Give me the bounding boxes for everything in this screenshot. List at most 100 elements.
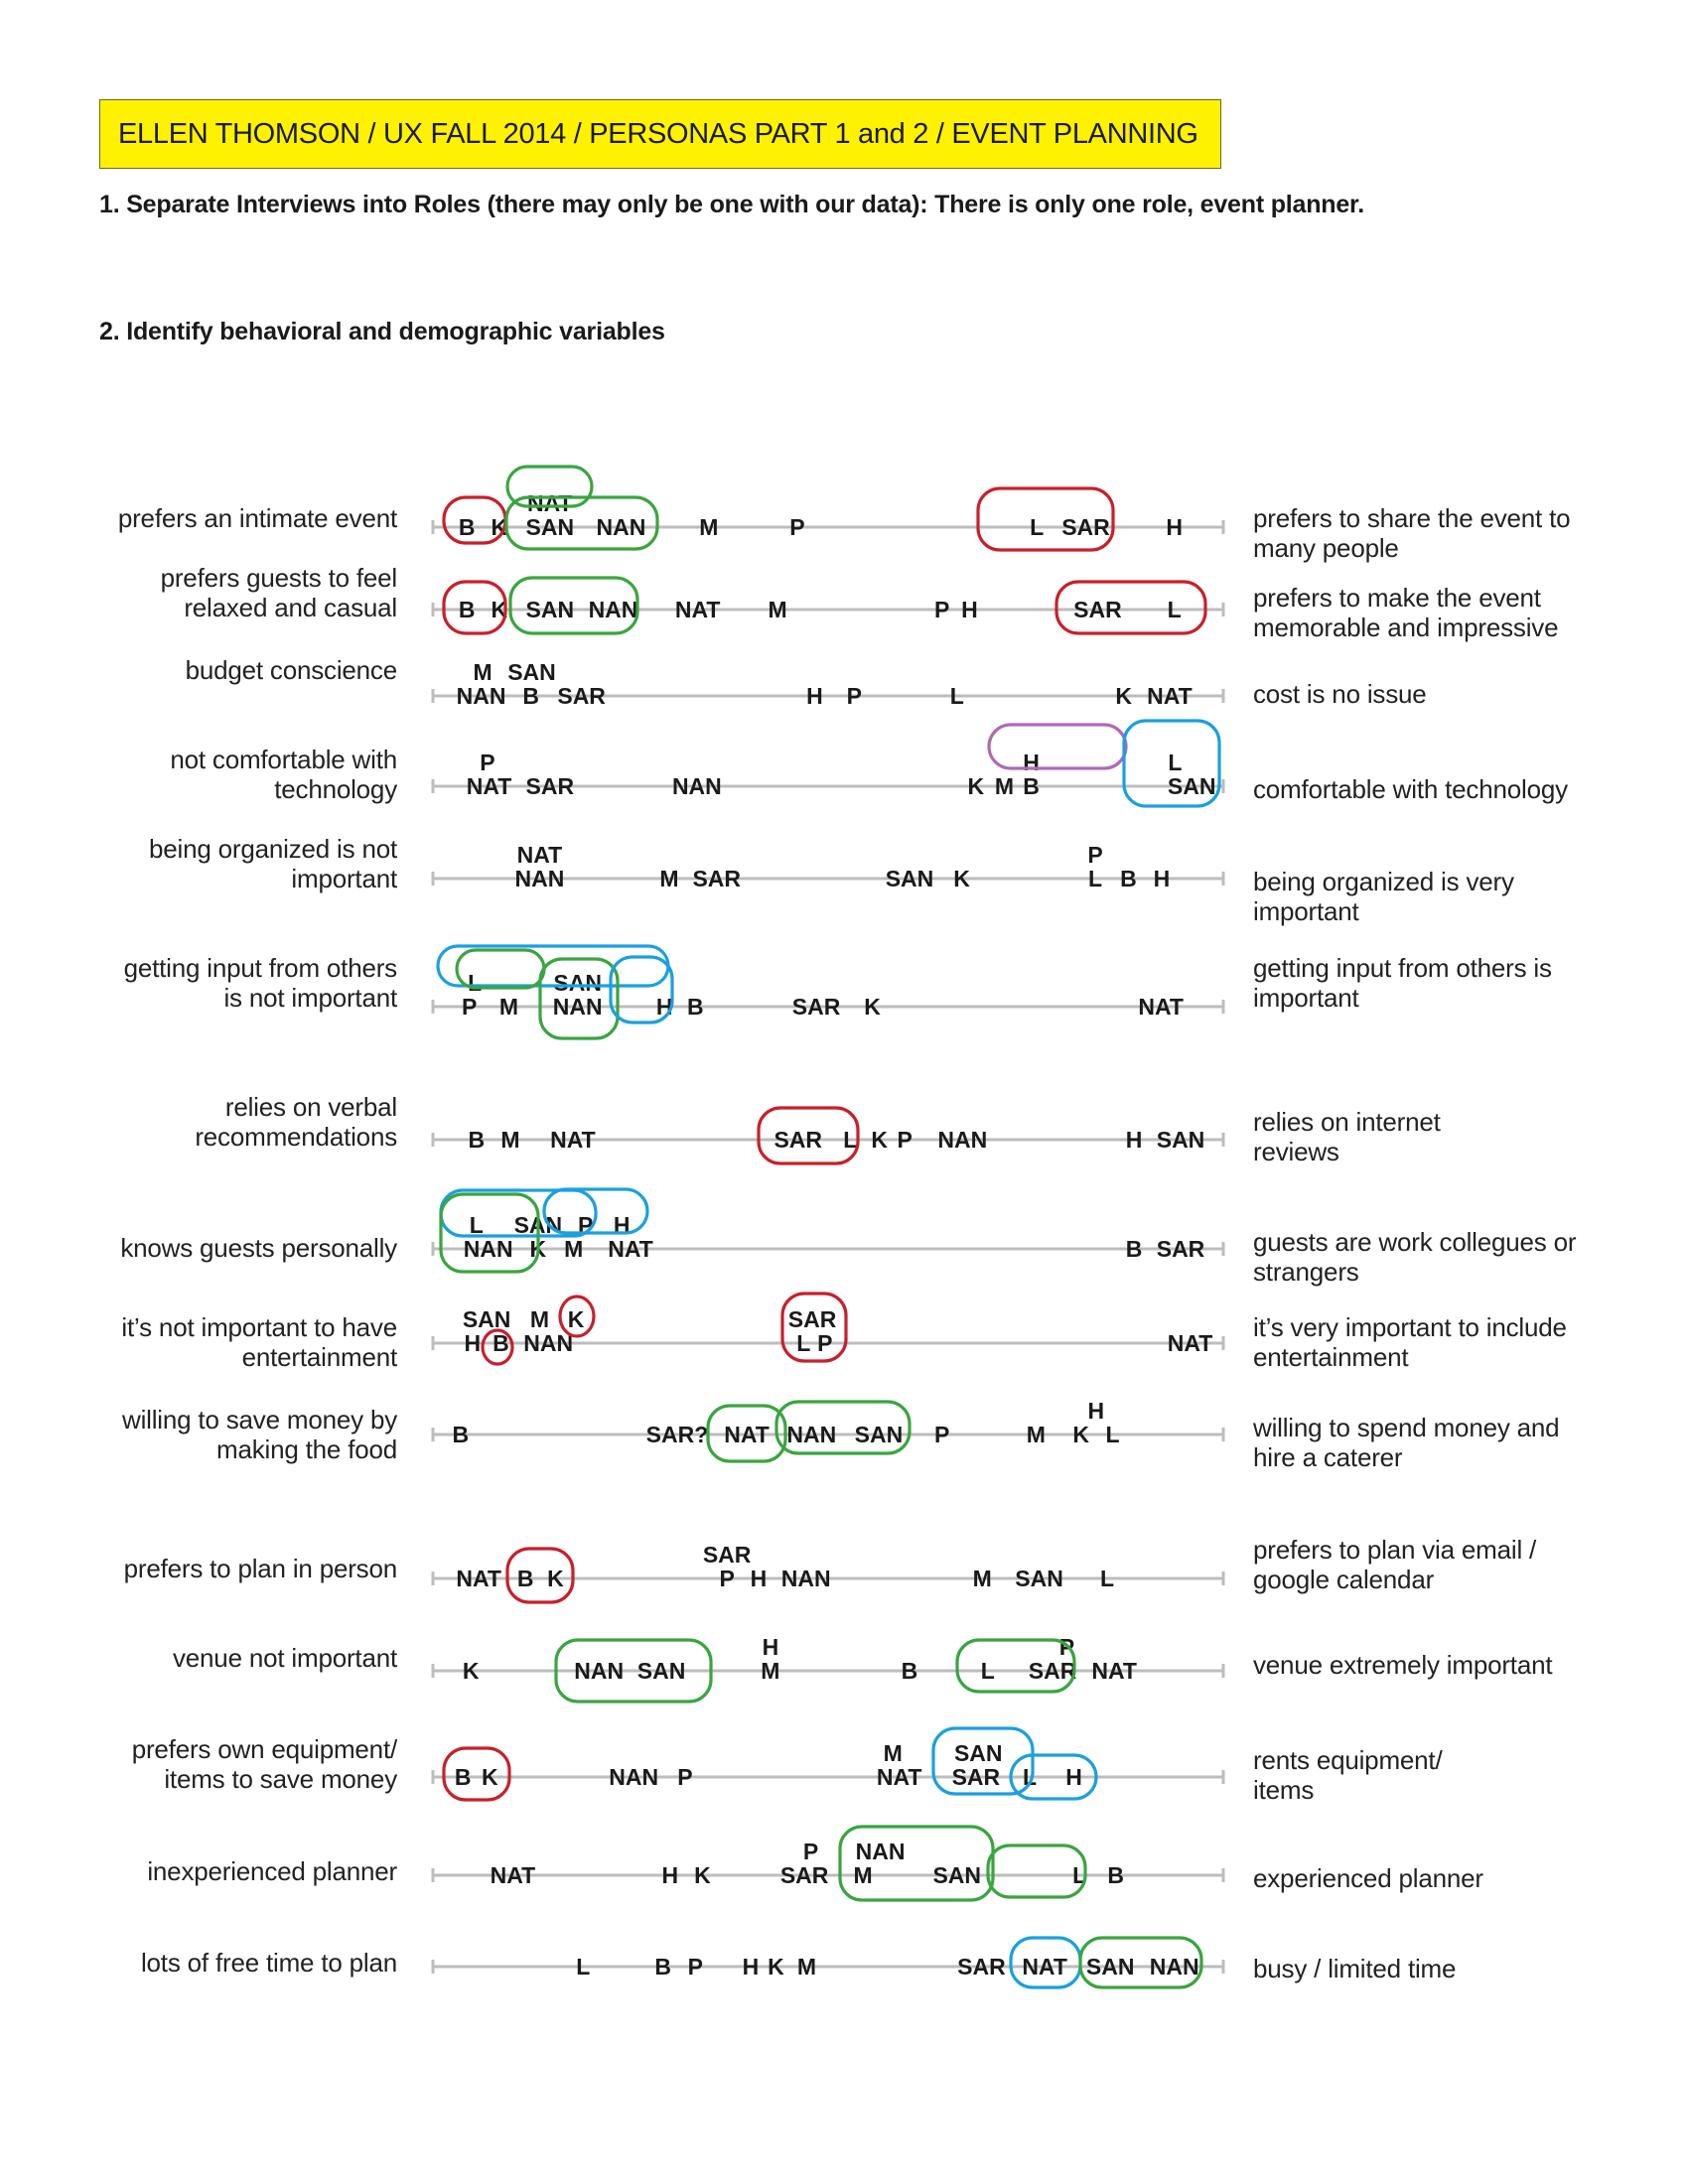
label-line: venue extremely important: [1253, 1650, 1553, 1680]
label-line: items: [1253, 1775, 1315, 1805]
label-line: entertainment: [241, 1342, 398, 1372]
participant-initial: K: [1115, 683, 1132, 709]
scale-left-label: relies on verbal recommendations: [70, 1092, 397, 1152]
participant-initial: L: [576, 1954, 590, 1979]
scale-left-label: prefers own equipment/items to save mone…: [70, 1734, 398, 1794]
participant-initial: K: [953, 866, 970, 891]
label-line: inexperienced planner: [147, 1856, 397, 1886]
scale-left-label: prefers an intimate event: [70, 503, 397, 533]
participant-initial: B: [492, 1330, 509, 1356]
participant-initial: B: [459, 514, 476, 540]
participant-initial: P: [847, 683, 862, 709]
participant-initial: P: [898, 1127, 913, 1153]
participant-initial: NAT: [675, 597, 721, 622]
participant-initial: H: [1126, 1127, 1143, 1153]
label-line: important: [291, 864, 397, 893]
participant-initial: B: [1107, 1862, 1124, 1888]
participant-initial: SAR: [774, 1127, 822, 1153]
participant-initial: B: [517, 1566, 534, 1591]
participant-initial: NAT: [1147, 683, 1193, 709]
participant-initial: P: [719, 1566, 734, 1591]
grouping-loop: [774, 1400, 912, 1455]
participant-initial: SAN: [1168, 773, 1216, 799]
label-line: entertainment: [1253, 1342, 1409, 1372]
grouping-loop: [504, 495, 659, 551]
participant-initial: B: [468, 1127, 485, 1153]
label-line: important: [1253, 983, 1359, 1013]
participant-initial: H: [1065, 1764, 1082, 1790]
scale-left-label: knows guests personally: [70, 1233, 397, 1263]
participant-initial: NAT: [1022, 1954, 1067, 1979]
scale-left-label: prefers guests to feel relaxed and casual: [70, 563, 398, 622]
label-line: comfortable with technology: [1253, 774, 1568, 804]
label-line: prefers to plan in person: [123, 1554, 398, 1583]
participant-initial: SAR?: [646, 1422, 709, 1447]
page-title: ELLEN THOMSON / UX FALL 2014 / PERSONAS …: [99, 99, 1221, 169]
participant-initial: B: [687, 994, 704, 1020]
participant-initial: B: [459, 597, 476, 622]
scale-right-label: relies on internet reviews: [1253, 1107, 1591, 1166]
scale-right-label: comfortable with technology: [1253, 774, 1591, 804]
participant-initial: L: [1106, 1422, 1120, 1447]
grouping-loop: [706, 1404, 787, 1463]
participant-initial: P: [677, 1764, 692, 1790]
grouping-loop: [838, 1825, 995, 1902]
label-line: technology: [274, 774, 397, 804]
scale-row: B SAR? NAT NAN SAN P M HK L: [431, 1398, 1225, 1447]
scale-right-label: rents equipment/items: [1253, 1745, 1591, 1805]
participant-initial: M: [499, 994, 518, 1020]
label-line: prefers to make the event: [1253, 583, 1541, 613]
scale-row: B K SAN NAN NAT M P H SAR L: [431, 597, 1225, 622]
grouping-loop: [757, 1106, 860, 1165]
label-line: items to save money: [164, 1764, 397, 1794]
label-line: prefers to plan via email /: [1253, 1535, 1537, 1565]
participant-initial: M: [995, 773, 1014, 799]
participant-initial: NAN: [523, 1330, 573, 1356]
grouping-loop: [1122, 719, 1221, 808]
participant-initial: K: [694, 1862, 711, 1888]
grouping-loop: [986, 1843, 1087, 1899]
participant-initial: B: [522, 683, 539, 709]
participant-initial: NAT: [1138, 994, 1184, 1020]
participant-initial: H: [961, 597, 978, 622]
participant-initial: P: [688, 1954, 703, 1979]
participant-initial: K: [864, 994, 881, 1020]
participant-initial: SAN: [1157, 1127, 1205, 1153]
grouping-loop: [931, 1726, 1035, 1796]
grouping-loop: [505, 1547, 575, 1604]
label-line: busy / limited time: [1253, 1954, 1457, 1983]
participant-initial: M: [761, 1658, 779, 1684]
participant-initial: SAN: [637, 1658, 686, 1684]
participant-initial: M: [884, 1740, 903, 1766]
participant-initial: SAN: [526, 597, 575, 622]
scale-right-label: prefers to share the event to many people: [1253, 503, 1591, 563]
label-line: budget conscience: [185, 655, 398, 685]
participant-initial: P: [1087, 842, 1102, 868]
participant-initial: B: [1023, 773, 1040, 799]
label-line: prefers to share the event to: [1253, 503, 1571, 533]
participant-initial: K: [547, 1566, 564, 1591]
scale-left-label: inexperienced planner: [70, 1856, 397, 1886]
participant-initial: NAN: [856, 1839, 906, 1864]
grouping-loop: [481, 1328, 514, 1366]
participant-initial: SAR: [792, 994, 841, 1020]
participant-initial: M: [699, 514, 718, 540]
participant-initial: H: [751, 1566, 768, 1591]
label-line: it’s not important to have: [121, 1312, 397, 1342]
participant-initial: B: [1126, 1236, 1143, 1262]
participant-initial: SAN: [886, 866, 934, 891]
participant-initial: NAT: [1091, 1658, 1137, 1684]
label-line: prefers an intimate event: [117, 503, 397, 533]
participant-initial: SAR: [526, 773, 575, 799]
participant-initial: SAR: [557, 683, 606, 709]
grouping-loop: [508, 576, 639, 635]
participant-initial: H: [1166, 514, 1183, 540]
participant-initial: SAN: [553, 970, 602, 996]
grouping-loop: [976, 486, 1115, 552]
participant-initial: H: [763, 1634, 779, 1660]
label-line: prefers guests to feel: [160, 563, 398, 593]
label-line: guests are work collegues or: [1253, 1227, 1577, 1257]
label-line: it’s very important to include: [1253, 1312, 1567, 1342]
